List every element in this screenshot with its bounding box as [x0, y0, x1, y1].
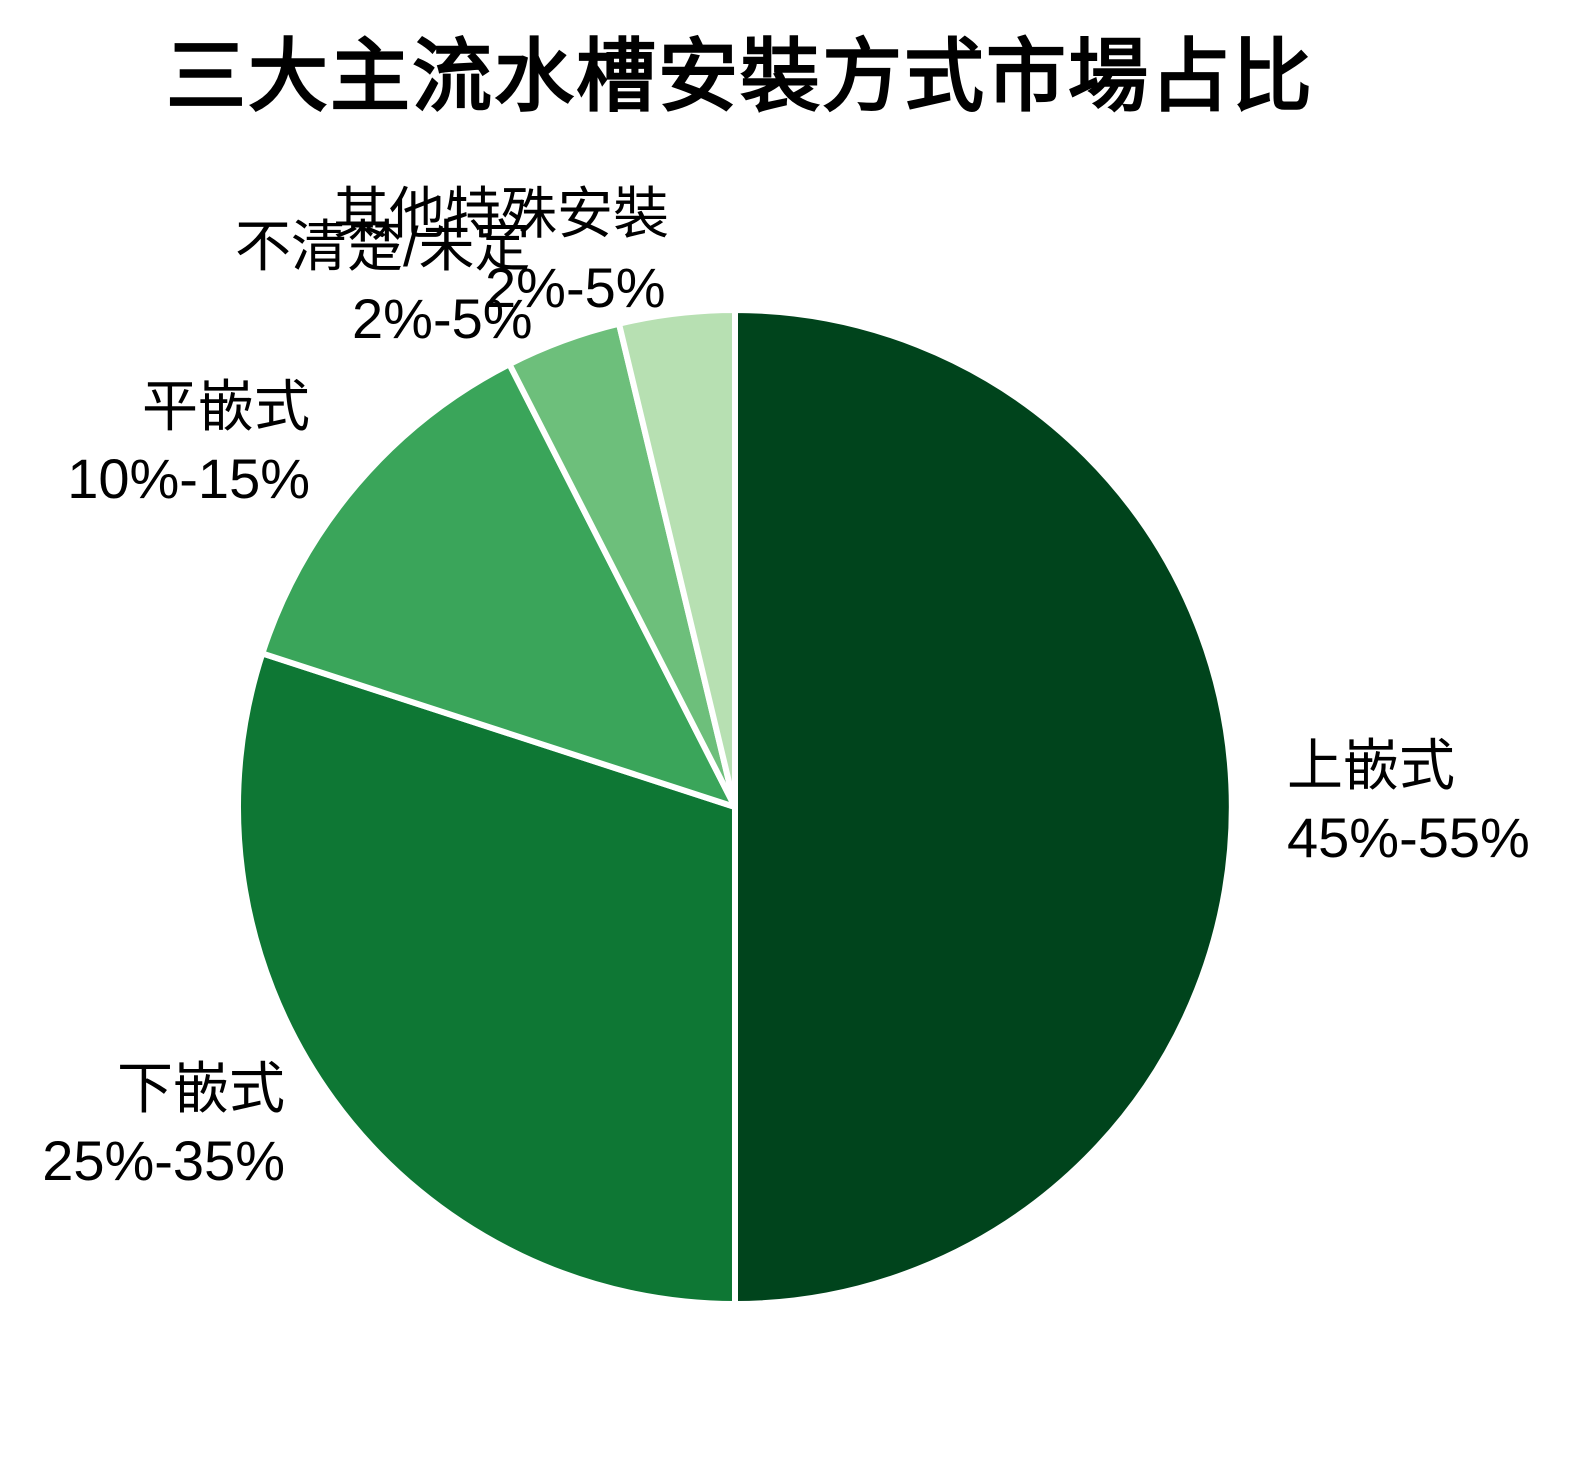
label-undecided-range: 2%-5% — [352, 287, 533, 350]
label-flush-mount-name: 平嵌式 — [142, 375, 310, 438]
label-top-mount-name: 上嵌式 — [1287, 734, 1455, 797]
pie-slice-top-mount — [732, 307, 1235, 1307]
pie-slice-other-special — [615, 307, 738, 810]
label-under-mount-name: 下嵌式 — [117, 1057, 285, 1120]
pie-slice-flush-mount — [259, 361, 738, 810]
label-top-mount-range: 45%-55% — [1287, 806, 1530, 869]
label-flush-mount-range: 10%-15% — [67, 447, 310, 510]
label-under-mount-range: 25%-35% — [42, 1129, 285, 1192]
label-other-special-range: 2%-5% — [485, 256, 666, 319]
pie-slice-under-mount — [235, 650, 738, 1307]
label-other-special-name: 其他特殊安裝 — [333, 182, 669, 245]
chart-title: 三大主流水槽安裝方式市場占比 — [166, 32, 1314, 121]
label-undecided-name: 不清楚/未定 — [235, 215, 531, 278]
